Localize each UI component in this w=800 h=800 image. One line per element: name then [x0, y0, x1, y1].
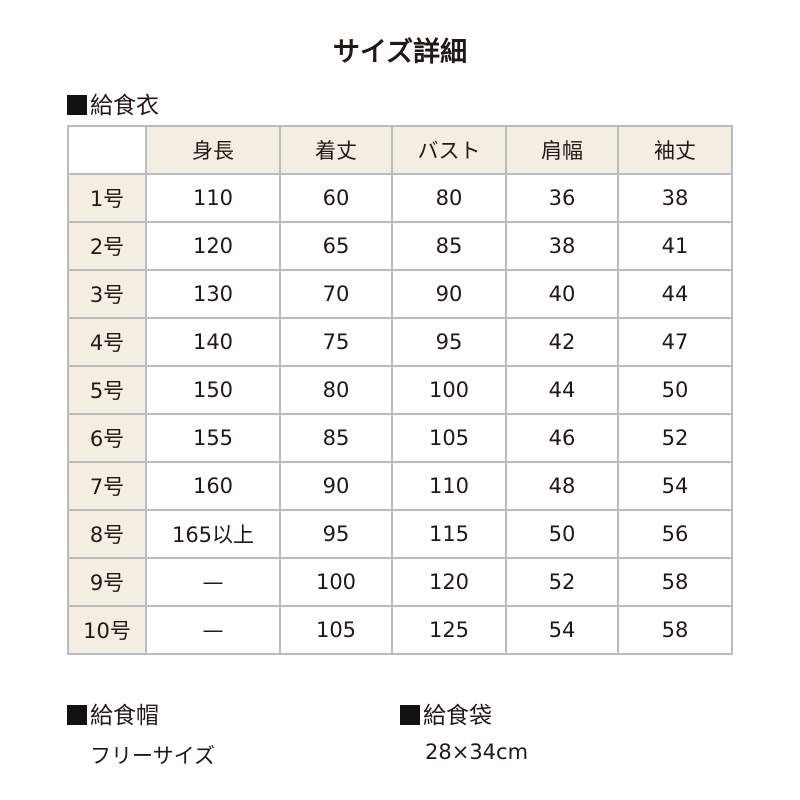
table-cell: 140 — [145, 317, 281, 367]
table-cell: 85 — [391, 221, 507, 271]
table-cell: 70 — [279, 269, 393, 319]
uniform-heading: 給食衣 — [67, 86, 159, 120]
table-cell: 155 — [145, 413, 281, 463]
table-row: 7号 160 90 110 48 54 — [67, 461, 733, 511]
table-cell: 95 — [391, 317, 507, 367]
cap-heading: 給食帽 — [67, 696, 159, 730]
table-cell: 58 — [617, 605, 733, 655]
table-cell: — — [145, 557, 281, 607]
table-cell: 48 — [505, 461, 619, 511]
page-title: サイズ詳細 — [332, 37, 468, 68]
table-cell: 54 — [617, 461, 733, 511]
table-cell: 52 — [505, 557, 619, 607]
row-header: 1号 — [67, 173, 147, 223]
table-cell: 38 — [617, 173, 733, 223]
table-cell: 165以上 — [145, 509, 281, 559]
table-cell: 80 — [391, 173, 507, 223]
table-cell: 120 — [145, 221, 281, 271]
table-row: 6号 155 85 105 46 52 — [67, 413, 733, 463]
square-bullet-icon — [67, 95, 87, 115]
table-cell: 46 — [505, 413, 619, 463]
table-cell: 38 — [505, 221, 619, 271]
column-header: 着丈 — [279, 125, 393, 175]
row-header: 7号 — [67, 461, 147, 511]
table-cell: 60 — [279, 173, 393, 223]
column-header: 袖丈 — [617, 125, 733, 175]
size-table: 身長 着丈 バスト 肩幅 袖丈 1号 110 60 80 36 38 2号 120 65 85 38 41 3号 1… — [67, 125, 733, 655]
table-cell: 75 — [279, 317, 393, 367]
table-cell: 47 — [617, 317, 733, 367]
table-row: 10号 —105 125 54 58 — [67, 605, 733, 655]
table-cell: 90 — [391, 269, 507, 319]
table-cell: 50 — [505, 509, 619, 559]
square-bullet-icon — [400, 705, 420, 725]
table-cell: 125 — [391, 605, 507, 655]
bag-heading: 給食袋 — [400, 696, 492, 730]
row-header: 5号 — [67, 365, 147, 415]
table-cell: 150 — [145, 365, 281, 415]
table-cell: 85 — [279, 413, 393, 463]
table-cell: 58 — [617, 557, 733, 607]
table-cell: 65 — [279, 221, 393, 271]
table-cell: 115 — [391, 509, 507, 559]
table-cell: 36 — [505, 173, 619, 223]
row-header: 6号 — [67, 413, 147, 463]
table-cell: 90 — [279, 461, 393, 511]
table-cell: 54 — [505, 605, 619, 655]
row-header: 9号 — [67, 557, 147, 607]
column-header: 身長 — [145, 125, 281, 175]
row-header: 2号 — [67, 221, 147, 271]
table-cell: 160 — [145, 461, 281, 511]
uniform-heading-text: 給食衣 — [90, 93, 159, 119]
table-cell: 120 — [391, 557, 507, 607]
table-row: 9号 —100 120 52 58 — [67, 557, 733, 607]
table-cell: 100 — [391, 365, 507, 415]
column-header: バスト — [391, 125, 507, 175]
table-cell: 41 — [617, 221, 733, 271]
table-cell: 105 — [279, 605, 393, 655]
table-cell: 80 — [279, 365, 393, 415]
cap-size: フリーサイズ — [90, 744, 215, 768]
table-cell: 56 — [617, 509, 733, 559]
table-cell: 95 — [279, 509, 393, 559]
table-cell: 44 — [617, 269, 733, 319]
table-row: 3号 130 70 90 40 44 — [67, 269, 733, 319]
table-cell: 42 — [505, 317, 619, 367]
row-header: 4号 — [67, 317, 147, 367]
table-cell: 44 — [505, 365, 619, 415]
table-row: 2号 120 65 85 38 41 — [67, 221, 733, 271]
table-row: 4号 140 75 95 42 47 — [67, 317, 733, 367]
row-header: 10号 — [67, 605, 147, 655]
row-header: 8号 — [67, 509, 147, 559]
table-cell: 50 — [617, 365, 733, 415]
column-header: 肩幅 — [505, 125, 619, 175]
table-cell: 40 — [505, 269, 619, 319]
table-cell: 110 — [145, 173, 281, 223]
table-cell: 130 — [145, 269, 281, 319]
table-row: 5号 150 80 100 44 50 — [67, 365, 733, 415]
cap-heading-text: 給食帽 — [90, 703, 159, 729]
table-header-row: 身長 着丈 バスト 肩幅 袖丈 — [67, 125, 733, 175]
bag-size: 28×34cm — [425, 740, 529, 764]
table-cell: — — [145, 605, 281, 655]
table-cell: 100 — [279, 557, 393, 607]
column-header — [67, 125, 147, 175]
square-bullet-icon — [67, 705, 87, 725]
table-row: 1号 110 60 80 36 38 — [67, 173, 733, 223]
table-cell: 105 — [391, 413, 507, 463]
bag-heading-text: 給食袋 — [423, 703, 492, 729]
table-cell: 52 — [617, 413, 733, 463]
table-row: 8号 165以上 95 115 50 56 — [67, 509, 733, 559]
table-cell: 110 — [391, 461, 507, 511]
row-header: 3号 — [67, 269, 147, 319]
